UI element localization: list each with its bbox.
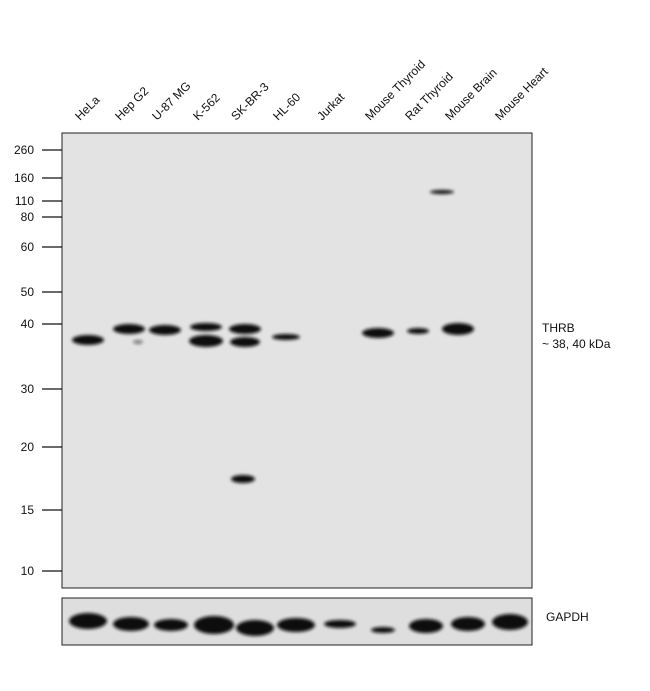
blot-panel (61, 132, 533, 589)
lane-label: HeLa (72, 93, 102, 123)
lane-label: Jurkat (314, 90, 347, 123)
lane-label: Mouse Brain (442, 66, 500, 124)
lane-label: Mouse Heart (492, 64, 551, 123)
gapdh-bands (69, 613, 528, 636)
marker-label: 110 (15, 194, 34, 208)
lane-label: HL-60 (270, 90, 303, 123)
lane-label: U-87 MG (149, 79, 193, 123)
marker-label: 30 (21, 382, 35, 396)
thrb-bands (72, 190, 474, 483)
marker-label: 50 (21, 285, 35, 299)
marker-label: 260 (14, 143, 34, 157)
marker-label: 80 (21, 210, 35, 224)
lane-label: SK-BR-3 (228, 80, 272, 124)
marker-label: 20 (21, 440, 35, 454)
marker-label: 160 (14, 171, 34, 185)
marker-label: 40 (21, 317, 35, 331)
target-name: THRB (542, 321, 575, 335)
lane-label: Hep G2 (112, 84, 151, 123)
lane-label: K-562 (190, 90, 223, 123)
target-size: ~ 38, 40 kDa (542, 337, 611, 351)
marker-label: 15 (21, 503, 35, 517)
marker-label: 60 (21, 240, 35, 254)
loading-control-label: GAPDH (546, 610, 589, 624)
marker-label: 10 (21, 564, 35, 578)
